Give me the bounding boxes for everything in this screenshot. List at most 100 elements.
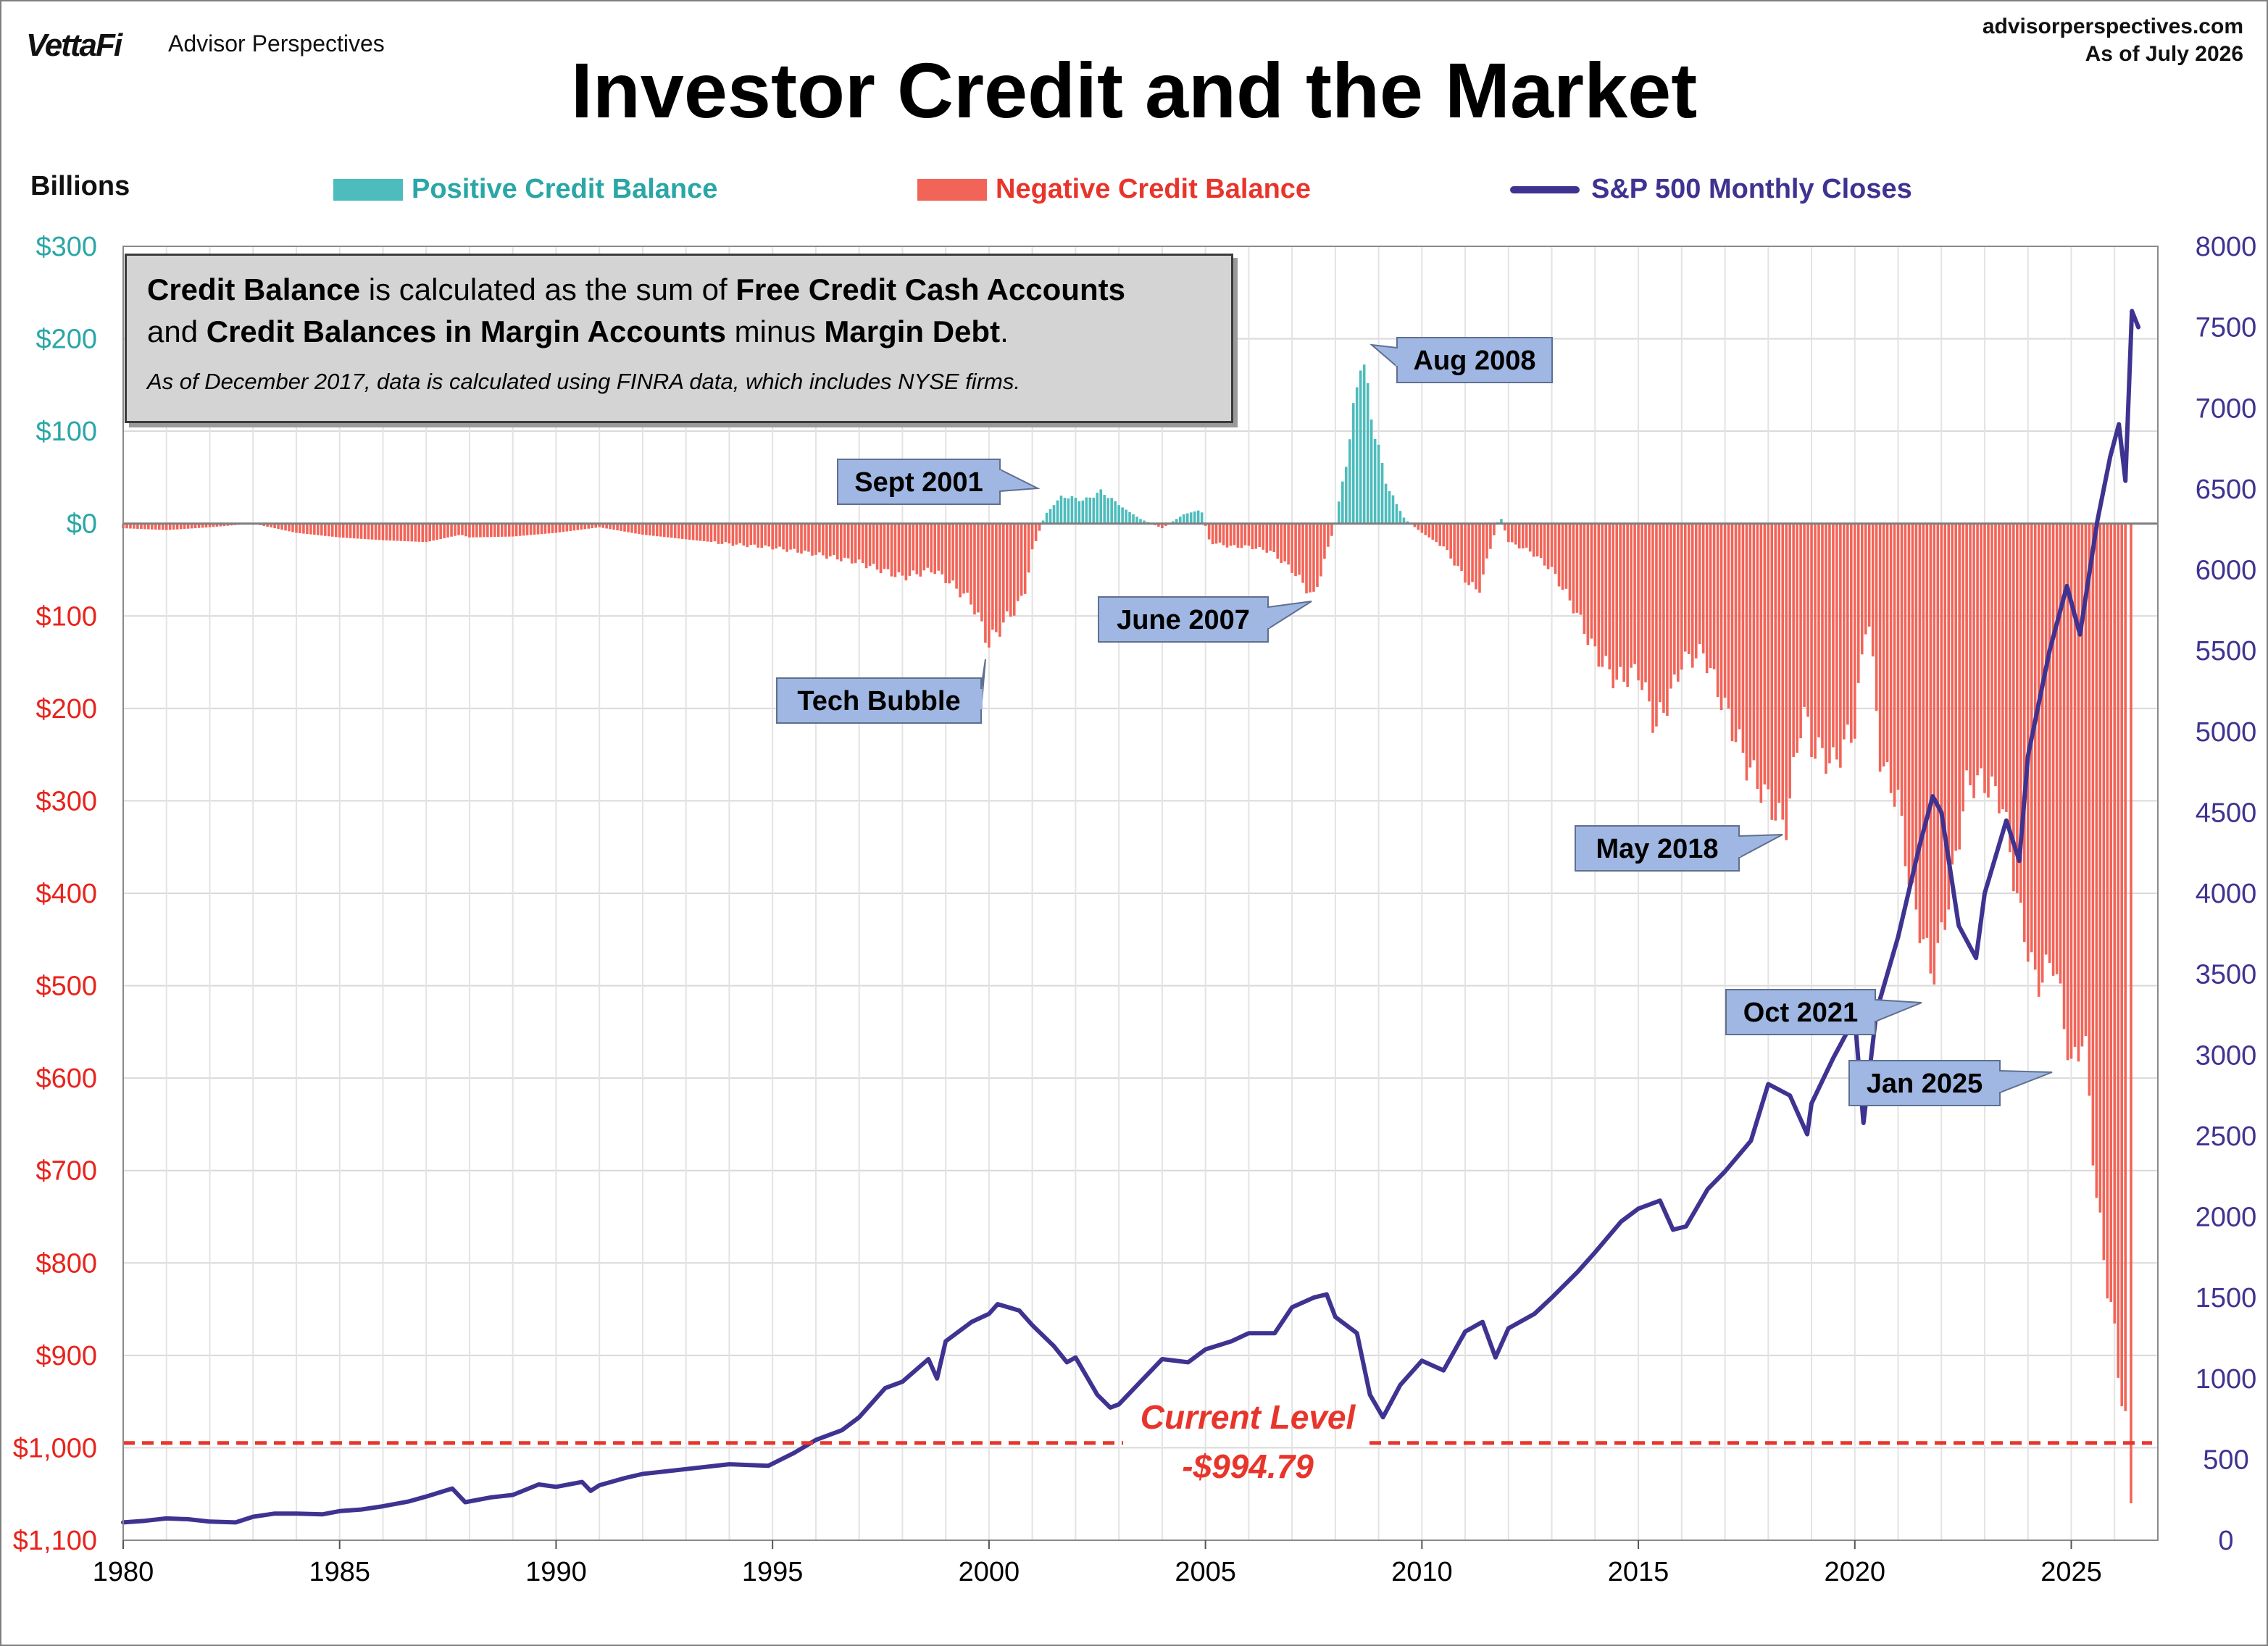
negative-credit-bar (691, 523, 695, 540)
negative-credit-bar (1330, 523, 1333, 536)
negative-credit-bar (511, 523, 514, 537)
positive-credit-bar (1391, 495, 1395, 524)
negative-credit-bar (1683, 523, 1687, 652)
negative-credit-bar (1601, 523, 1604, 667)
negative-credit-bar (133, 523, 136, 529)
negative-credit-bar (1900, 523, 1904, 816)
negative-credit-bar (1507, 523, 1510, 543)
negative-credit-bar (576, 523, 580, 530)
negative-credit-bar (1659, 523, 1662, 703)
negative-credit-bar (583, 523, 587, 530)
negative-credit-bar (1464, 523, 1467, 583)
negative-credit-bar (2088, 523, 2091, 1096)
negative-credit-bar (1832, 523, 1835, 748)
negative-credit-bar (414, 523, 417, 542)
negative-credit-bar (1319, 523, 1322, 577)
positive-credit-bar (1139, 519, 1142, 524)
negative-credit-bar (839, 523, 843, 561)
negative-credit-bar (2012, 523, 2015, 892)
positive-credit-bar (1067, 498, 1070, 524)
negative-credit-bar (1207, 523, 1211, 540)
negative-credit-bar (349, 523, 352, 538)
positive-credit-bar (1143, 520, 1146, 524)
negative-credit-bar (2040, 523, 2044, 983)
negative-credit-bar (1222, 523, 1225, 546)
negative-credit-bar (212, 523, 215, 527)
callout-seam (998, 470, 1001, 490)
negative-credit-bar (1846, 523, 1849, 725)
right-axis-tick-label: 8000 (2196, 232, 2257, 262)
negative-credit-bar (1475, 523, 1477, 590)
negative-credit-bar (1597, 523, 1601, 667)
positive-credit-bar (1088, 497, 1092, 524)
negative-credit-bar (1038, 523, 1041, 531)
x-axis-tick-label: 2025 (2040, 1557, 2102, 1587)
negative-credit-bar (601, 523, 604, 528)
positive-credit-bar (1341, 481, 1344, 524)
negative-credit-bar (1420, 523, 1424, 533)
negative-credit-bar (854, 523, 857, 564)
negative-credit-bar (645, 523, 648, 535)
negative-credit-bar (439, 523, 442, 539)
negative-credit-bar (1998, 523, 2001, 814)
negative-credit-bar (1157, 523, 1160, 527)
positive-credit-bar (1172, 521, 1175, 524)
callout-box (1396, 337, 1553, 383)
positive-credit-bar (1351, 403, 1355, 524)
negative-credit-bar (1012, 523, 1016, 616)
positive-credit-bar (1189, 512, 1193, 524)
negative-credit-bar (598, 523, 601, 527)
negative-credit-bar (396, 523, 399, 541)
negative-credit-bar (1572, 523, 1575, 614)
negative-credit-bar (864, 523, 868, 569)
negative-credit-bar (1680, 523, 1683, 670)
negative-credit-bar (879, 523, 883, 574)
negative-credit-bar (850, 523, 854, 564)
negative-credit-bar (901, 523, 904, 576)
positive-credit-bar (1056, 500, 1059, 524)
left-axis-tick-label: $300 (36, 232, 97, 262)
negative-credit-bar (919, 523, 922, 577)
negative-credit-bar (1482, 523, 1485, 575)
negative-credit-bar (872, 523, 875, 564)
positive-credit-bar (1500, 519, 1503, 524)
right-axis-tick-label: 2000 (2196, 1203, 2257, 1233)
negative-credit-bar (540, 523, 543, 535)
negative-credit-bar (623, 523, 626, 532)
negative-credit-bar (1561, 523, 1564, 590)
callout-label: Jan 2025 (1867, 1069, 1983, 1099)
negative-credit-bar (1806, 523, 1809, 717)
negative-credit-bar (1460, 523, 1463, 572)
negative-credit-bar (1690, 523, 1694, 668)
negative-credit-bar (464, 523, 467, 537)
negative-credit-bar (926, 523, 930, 568)
negative-credit-bar (1936, 523, 1940, 943)
callout-seam (1737, 837, 1740, 857)
negative-credit-bar (1204, 523, 1207, 526)
negative-credit-bar (1633, 523, 1636, 664)
negative-credit-bar (775, 523, 777, 549)
negative-credit-bar (1730, 523, 1734, 742)
negative-credit-bar (197, 523, 201, 528)
as-of-date: As of July 2026 (2085, 42, 2243, 66)
negative-credit-bar (1236, 523, 1240, 548)
negative-credit-bar (1218, 523, 1222, 543)
negative-credit-bar (1914, 523, 1918, 910)
negative-credit-bar (454, 523, 456, 536)
negative-credit-bar (295, 523, 298, 533)
negative-credit-bar (1417, 523, 1420, 530)
negative-credit-bar (988, 523, 991, 648)
negative-credit-bar (1792, 523, 1795, 757)
positive-credit-bar (1200, 512, 1204, 524)
negative-credit-bar (208, 523, 212, 527)
negative-credit-bar (1575, 523, 1579, 613)
negative-credit-bar (1871, 523, 1875, 657)
negative-credit-bar (1539, 523, 1543, 559)
left-axis-tick-label: $300 (36, 786, 97, 816)
positive-credit-bar (1355, 387, 1359, 524)
negative-credit-bar (1972, 523, 1975, 798)
x-axis-tick-label: 2005 (1175, 1557, 1236, 1587)
negative-credit-bar (1280, 523, 1283, 564)
positive-credit-bar (1099, 489, 1103, 524)
